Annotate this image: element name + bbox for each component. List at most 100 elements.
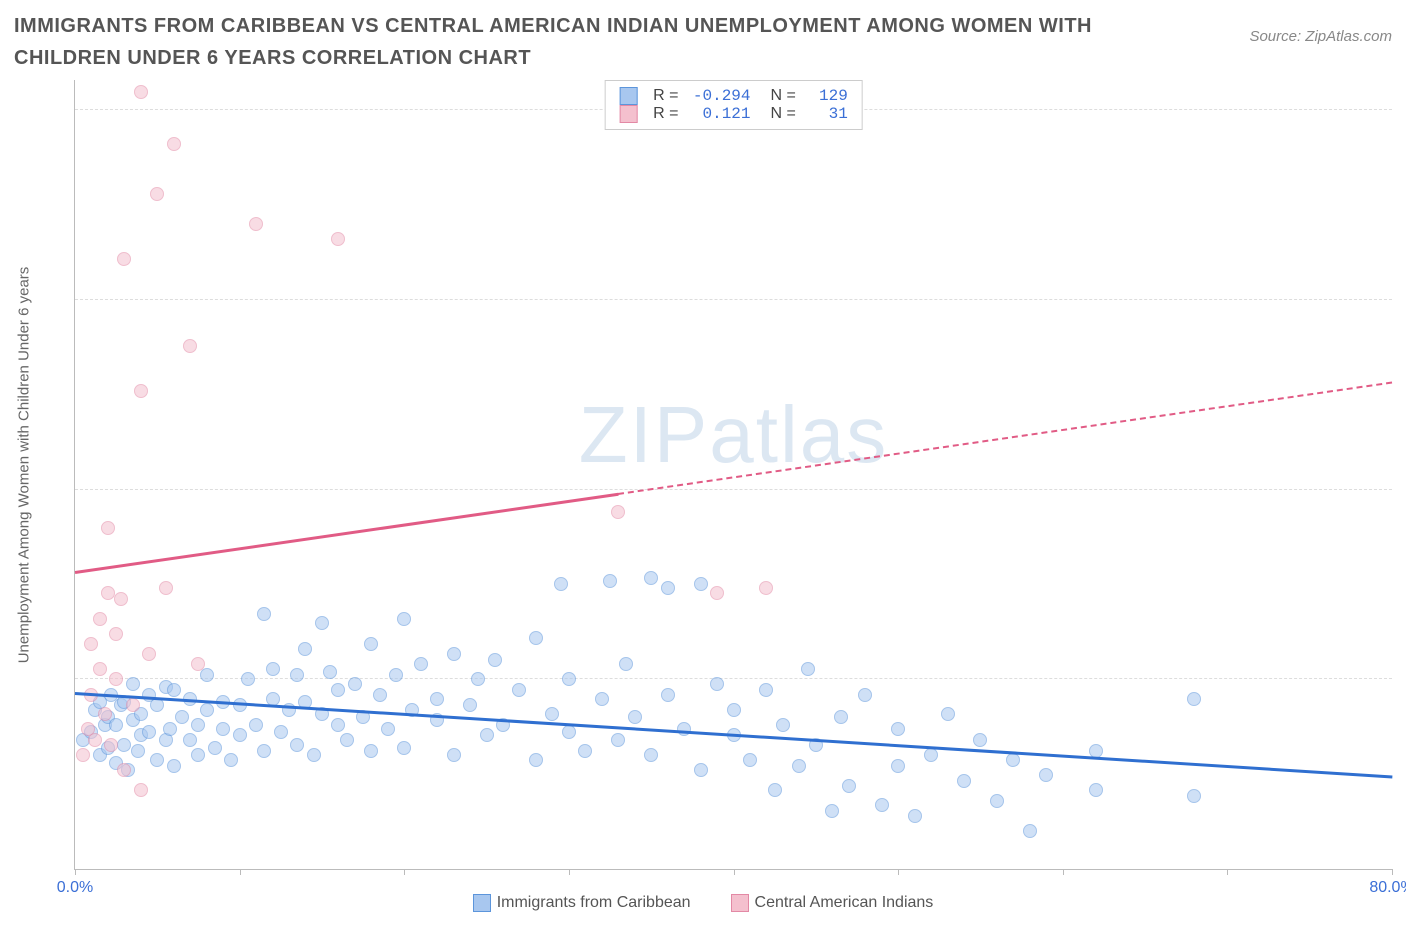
data-point [661, 688, 675, 702]
x-tick [1392, 869, 1393, 875]
data-point [891, 722, 905, 736]
data-point [150, 753, 164, 767]
data-point [908, 809, 922, 823]
data-point [93, 612, 107, 626]
data-point [389, 668, 403, 682]
data-point [126, 698, 140, 712]
data-point [159, 581, 173, 595]
data-point [307, 748, 321, 762]
legend-swatch [619, 87, 637, 105]
data-point [323, 665, 337, 679]
data-point [208, 741, 222, 755]
data-point [1187, 692, 1201, 706]
data-point [759, 683, 773, 697]
data-point [364, 744, 378, 758]
y-tick-label: 25.0% [1402, 463, 1406, 481]
data-point [488, 653, 502, 667]
data-point [266, 662, 280, 676]
data-point [109, 718, 123, 732]
stat-r-value: 0.121 [689, 105, 751, 123]
data-point [98, 707, 112, 721]
trend-line [75, 492, 619, 573]
data-point [727, 703, 741, 717]
data-point [88, 733, 102, 747]
data-point [562, 672, 576, 686]
chart-title: IMMIGRANTS FROM CARIBBEAN VS CENTRAL AME… [14, 10, 1114, 74]
data-point [76, 748, 90, 762]
x-tick [1063, 869, 1064, 875]
y-axis-label: Unemployment Among Women with Children U… [16, 267, 33, 664]
data-point [1187, 789, 1201, 803]
data-point [644, 571, 658, 585]
stat-r-label: R = [653, 105, 678, 123]
data-point [167, 137, 181, 151]
data-point [578, 744, 592, 758]
data-point [134, 384, 148, 398]
y-tick-label: 12.5% [1402, 652, 1406, 670]
data-point [216, 722, 230, 736]
x-tick [75, 869, 76, 875]
data-point [191, 718, 205, 732]
stat-n-value: 31 [806, 105, 848, 123]
data-point [1023, 824, 1037, 838]
data-point [298, 642, 312, 656]
data-point [142, 647, 156, 661]
data-point [101, 521, 115, 535]
data-point [825, 804, 839, 818]
data-point [776, 718, 790, 732]
stats-row: R =0.121N =31 [619, 105, 848, 123]
stats-row: R =-0.294N =129 [619, 87, 848, 105]
data-point [126, 677, 140, 691]
data-point [331, 232, 345, 246]
x-tick [1227, 869, 1228, 875]
data-point [331, 718, 345, 732]
data-point [924, 748, 938, 762]
data-point [858, 688, 872, 702]
data-point [619, 657, 633, 671]
data-point [414, 657, 428, 671]
legend-swatch [731, 894, 749, 912]
data-point [611, 733, 625, 747]
data-point [117, 738, 131, 752]
data-point [348, 677, 362, 691]
data-point [191, 748, 205, 762]
data-point [257, 607, 271, 621]
data-point [545, 707, 559, 721]
stat-n-label: N = [771, 87, 796, 105]
data-point [131, 744, 145, 758]
y-tick-label: 37.5% [1402, 273, 1406, 291]
data-point [759, 581, 773, 595]
data-point [710, 677, 724, 691]
data-point [183, 339, 197, 353]
legend-item: Immigrants from Caribbean [473, 894, 691, 912]
data-point [743, 753, 757, 767]
data-point [249, 217, 263, 231]
stat-r-value: -0.294 [689, 87, 751, 105]
data-point [397, 741, 411, 755]
data-point [603, 574, 617, 588]
x-tick [898, 869, 899, 875]
x-tick [404, 869, 405, 875]
data-point [512, 683, 526, 697]
data-point [941, 707, 955, 721]
data-point [167, 683, 181, 697]
legend-label: Central American Indians [755, 894, 934, 911]
data-point [694, 577, 708, 591]
data-point [104, 738, 118, 752]
data-point [834, 710, 848, 724]
data-point [891, 759, 905, 773]
legend-label: Immigrants from Caribbean [497, 894, 691, 911]
data-point [529, 631, 543, 645]
data-point [397, 612, 411, 626]
data-point [175, 710, 189, 724]
data-point [191, 657, 205, 671]
legend-swatch [473, 894, 491, 912]
correlation-stats-box: R =-0.294N =129R =0.121N =31 [604, 80, 863, 130]
gridline [75, 678, 1392, 679]
data-point [93, 662, 107, 676]
data-point [274, 725, 288, 739]
source-label: Source: ZipAtlas.com [1249, 28, 1392, 45]
data-point [290, 738, 304, 752]
data-point [554, 577, 568, 591]
data-point [801, 662, 815, 676]
